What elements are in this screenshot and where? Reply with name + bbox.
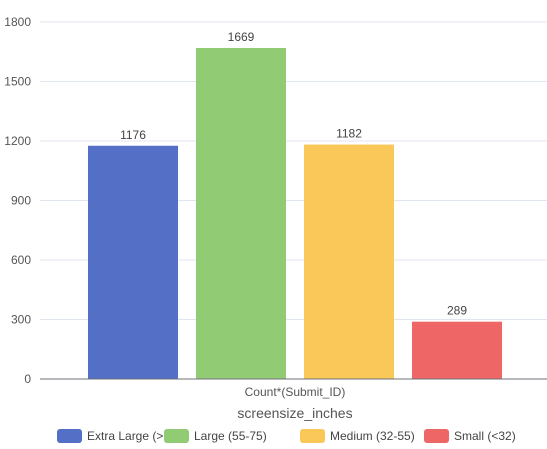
data-label: 1669: [228, 30, 255, 44]
y-tick-label: 300: [11, 313, 31, 327]
legend-label: Medium (32-55): [330, 429, 415, 443]
bar[interactable]: [196, 48, 286, 379]
data-label: 289: [447, 304, 467, 318]
y-tick-label: 1500: [4, 75, 31, 89]
x-axis-label: Count*(Submit_ID): [245, 385, 346, 399]
legend-swatch: [57, 429, 82, 443]
bar[interactable]: [412, 322, 502, 379]
legend-swatch: [164, 429, 189, 443]
y-tick-label: 1800: [4, 15, 31, 29]
legend-label: Large (55-75): [194, 429, 267, 443]
y-axis: 0 300 600 900 1200 1500 1800: [4, 15, 31, 386]
legend-label: Small (<32): [454, 429, 516, 443]
data-label: 1176: [120, 128, 146, 142]
legend: Extra Large (>75) Large (55-75) Medium (32…: [57, 429, 516, 443]
data-label: 1182: [336, 127, 362, 141]
legend-swatch: [424, 429, 449, 443]
bar[interactable]: [304, 145, 394, 379]
y-tick-label: 600: [11, 253, 31, 267]
legend-item[interactable]: Large (55-75): [164, 429, 267, 443]
y-tick-label: 1200: [4, 134, 31, 148]
bar[interactable]: [88, 146, 178, 379]
legend-title: screensize_inches: [237, 405, 352, 421]
y-tick-label: 900: [11, 194, 31, 208]
legend-item[interactable]: Medium (32-55): [300, 429, 415, 443]
legend-item[interactable]: Extra Large (>75): [57, 429, 181, 443]
legend-swatch: [300, 429, 325, 443]
y-tick-label: 0: [24, 372, 31, 386]
bars: [88, 48, 502, 379]
legend-item[interactable]: Small (<32): [424, 429, 516, 443]
